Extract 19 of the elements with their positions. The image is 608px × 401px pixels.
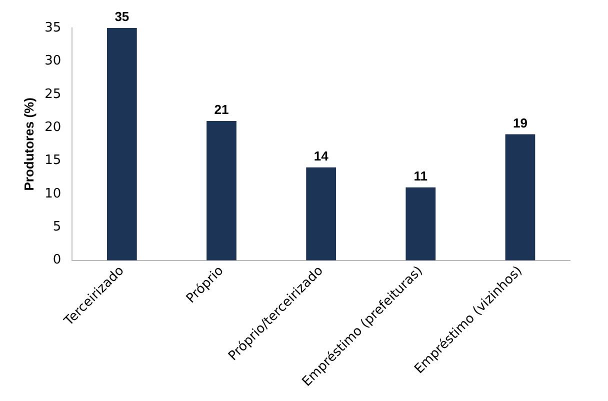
y-tick-label: 35	[44, 20, 62, 36]
y-tick-label: 30	[44, 54, 62, 69]
data-label: 35	[114, 9, 130, 24]
data-label: 11	[414, 168, 428, 184]
bar	[206, 120, 236, 260]
y-tick-label: 20	[44, 120, 62, 135]
y-tick-label: 25	[44, 86, 62, 102]
bar	[106, 28, 137, 260]
data-label: 14	[314, 148, 330, 164]
y-tick-label: 15	[44, 153, 62, 168]
bar	[505, 134, 536, 260]
y-tick-label: 0	[52, 252, 62, 268]
bar	[306, 167, 336, 260]
y-tick-label: 10	[44, 186, 62, 202]
data-label: 21	[214, 102, 229, 118]
y-tick-label: 5	[52, 220, 62, 235]
data-label: 19	[512, 115, 528, 130]
bar	[406, 187, 436, 260]
y-axis-title: Produtores (%)	[21, 98, 36, 191]
